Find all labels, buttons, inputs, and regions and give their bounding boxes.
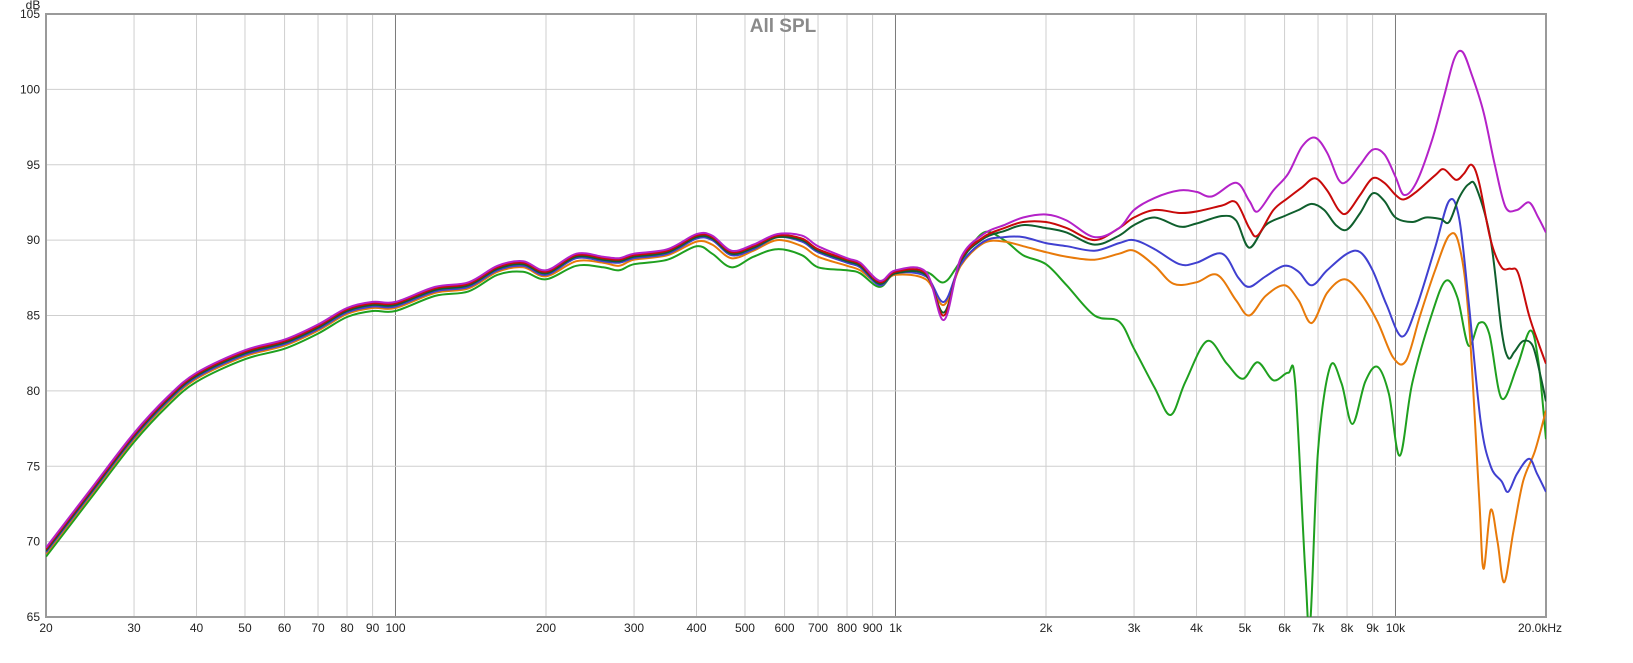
y-tick-label: 105 [20,7,40,21]
y-tick-label: 90 [27,233,41,247]
x-tick-label: 1k [889,621,903,635]
y-tick-label: 80 [27,384,41,398]
x-tick-labels: 20 30 40 50 60 70 80 90 100 200 300 400 500 600 700 800… [39,621,1562,635]
x-tick-label: 300 [624,621,644,635]
series-line [46,230,1546,617]
y-axis-unit-label: dB [26,0,41,12]
series-line [46,232,1546,584]
x-tick-label: 5k [1239,621,1253,635]
x-tick-label: 800 [837,621,857,635]
x-tick-label: 60 [278,621,292,635]
plot-frame [45,13,1547,618]
x-tick-label: 4k [1190,621,1204,635]
series-line [46,180,1546,552]
y-tick-label: 70 [27,535,41,549]
x-tick-label: 500 [735,621,755,635]
grid-lines [45,13,1547,618]
y-tick-label: 85 [27,309,41,323]
series-line [46,198,1546,553]
x-tick-label: 80 [340,621,354,635]
x-tick-label: 10k [1386,621,1406,635]
x-tick-label: 8k [1341,621,1355,635]
x-tick-label: 400 [686,621,706,635]
series-line [46,49,1546,549]
y-tick-labels: 65 70 75 80 85 90 95 100 105 [20,7,40,624]
x-tick-label: 100 [385,621,405,635]
x-tick-label: 700 [808,621,828,635]
x-tick-label: 30 [127,621,141,635]
x-tick-label: 200 [536,621,556,635]
x-tick-label: 2k [1040,621,1054,635]
y-tick-label: 75 [27,459,41,473]
y-tick-label: 95 [27,158,41,172]
x-tick-label: 600 [775,621,795,635]
chart-title: All SPL [750,16,817,37]
x-tick-label: 20.0kHz [1518,621,1562,635]
series-layer [46,49,1546,617]
x-tick-label: 6k [1278,621,1292,635]
y-tick-label: 65 [27,610,41,624]
y-tick-label: 100 [20,82,40,96]
x-tick-label: 9k [1366,621,1380,635]
x-tick-label: 40 [190,621,204,635]
x-tick-label: 50 [238,621,252,635]
x-tick-label: 7k [1312,621,1326,635]
x-tick-label: 90 [366,621,380,635]
x-tick-label: 70 [311,621,325,635]
series-line [46,163,1546,550]
x-tick-label: 3k [1128,621,1142,635]
x-tick-label: 900 [863,621,883,635]
x-tick-label: 20 [39,621,53,635]
